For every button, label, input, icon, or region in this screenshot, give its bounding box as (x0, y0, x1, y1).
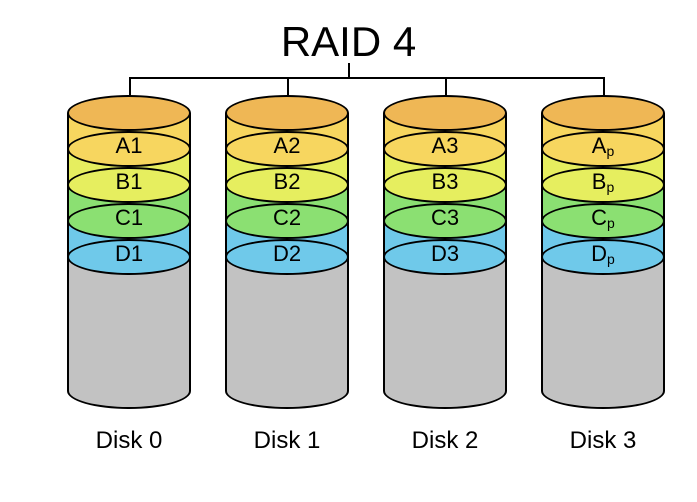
disk-label: Disk 2 (383, 427, 507, 455)
stripe-label: B3 (385, 169, 505, 195)
stripe-label: Bp (543, 169, 663, 195)
cylinder-top-cap (383, 95, 507, 131)
stripe-label: B2 (227, 169, 347, 195)
cylinder-body (67, 257, 191, 391)
disk-label: Disk 1 (225, 427, 349, 455)
stripe-label: A1 (69, 133, 189, 159)
cylinder-body (225, 257, 349, 391)
stripe-label: C2 (227, 205, 347, 231)
stripe-label: A3 (385, 133, 505, 159)
cylinder-body (383, 257, 507, 391)
stripe-label: D2 (227, 241, 347, 267)
cylinder-top-cap (67, 95, 191, 131)
disk-label: Disk 3 (541, 427, 665, 455)
stripe-label: C3 (385, 205, 505, 231)
connector-horizontal (129, 77, 603, 79)
diagram-title: RAID 4 (0, 18, 697, 66)
stripe-label: Dp (543, 241, 663, 267)
connector-stub (348, 63, 350, 77)
stripe-label: C1 (69, 205, 189, 231)
cylinder-body (541, 257, 665, 391)
stripe-label: D3 (385, 241, 505, 267)
cylinder-top-cap (225, 95, 349, 131)
stripe-label: B1 (69, 169, 189, 195)
stripe-label: A2 (227, 133, 347, 159)
disk-label: Disk 0 (67, 427, 191, 455)
stripe-label: Cp (543, 205, 663, 231)
stripe-label: Ap (543, 133, 663, 159)
stripe-label: D1 (69, 241, 189, 267)
cylinder-top-cap (541, 95, 665, 131)
raid4-diagram: RAID 4 D1 C1 B1 A1 Disk 0 D2 C2 B2 A2 Disk 1 D3 C3 B… (0, 0, 697, 502)
